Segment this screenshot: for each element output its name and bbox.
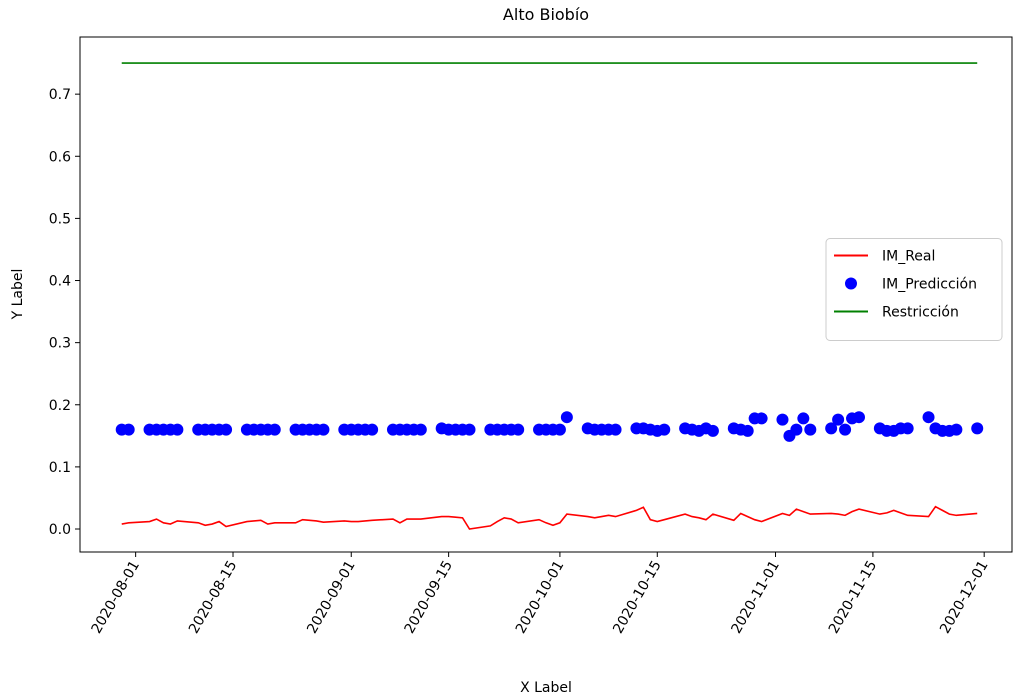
- scatter-point: [268, 423, 281, 436]
- plot-frame: [79, 36, 1013, 553]
- scatter-point: [414, 423, 427, 436]
- scatter-point: [741, 424, 754, 437]
- y-tick-label: 0.6: [49, 149, 71, 165]
- scatter-point: [776, 413, 789, 426]
- y-tick-label: 0.1: [49, 460, 71, 476]
- y-tick-label: 0.4: [49, 274, 71, 290]
- scatter-point: [512, 423, 525, 436]
- y-tick-label: 0.5: [49, 211, 71, 227]
- x-tick-label: 2020-08-15: [186, 558, 241, 636]
- x-tick-label: 2020-09-01: [304, 558, 359, 636]
- x-tick-label: 2020-08-01: [89, 558, 144, 636]
- scatter-point: [706, 424, 719, 437]
- scatter-point: [220, 423, 233, 436]
- scatter-point: [950, 423, 963, 436]
- scatter-point: [804, 423, 817, 436]
- scatter-point: [317, 423, 330, 436]
- scatter-point: [171, 423, 184, 436]
- scatter-point: [790, 423, 803, 436]
- scatter-point: [463, 423, 476, 436]
- y-axis-label: Y Label: [10, 269, 26, 321]
- legend-label: IM_Real: [882, 249, 935, 265]
- scatter-point: [366, 423, 379, 436]
- scatter-point: [609, 423, 622, 436]
- chart-title: Alto Biobío: [503, 5, 589, 24]
- x-axis-label: X Label: [520, 680, 572, 696]
- x-tick-label: 2020-11-15: [826, 558, 881, 636]
- scatter-point: [922, 411, 935, 424]
- scatter-point: [852, 411, 865, 424]
- legend-marker: [845, 277, 857, 290]
- scatter-point: [825, 422, 838, 435]
- x-tick-label: 2020-12-01: [937, 558, 992, 636]
- scatter-point: [560, 411, 573, 424]
- y-tick-label: 0.7: [49, 87, 71, 103]
- x-tick-label: 2020-10-15: [610, 558, 665, 636]
- scatter-point: [971, 422, 984, 435]
- y-tick-label: 0.3: [49, 336, 71, 352]
- scatter-point: [553, 423, 566, 436]
- x-tick-label: 2020-10-01: [513, 558, 568, 636]
- scatter-point: [797, 412, 810, 425]
- y-tick-label: 0.2: [49, 398, 71, 414]
- legend-box: [825, 238, 1003, 341]
- scatter-point: [122, 423, 135, 436]
- scatter-point: [658, 423, 671, 436]
- legend-label: Restricción: [882, 305, 959, 321]
- x-tick-label: 2020-11-01: [728, 558, 783, 636]
- legend-label: IM_Predicción: [882, 277, 977, 293]
- series-line: [121, 505, 978, 530]
- x-tick-label: 2020-09-15: [402, 558, 457, 636]
- scatter-point: [832, 413, 845, 426]
- scatter-point: [839, 423, 852, 436]
- y-tick-label: 0.0: [49, 522, 71, 538]
- scatter-point: [901, 422, 914, 435]
- scatter-point: [755, 412, 768, 425]
